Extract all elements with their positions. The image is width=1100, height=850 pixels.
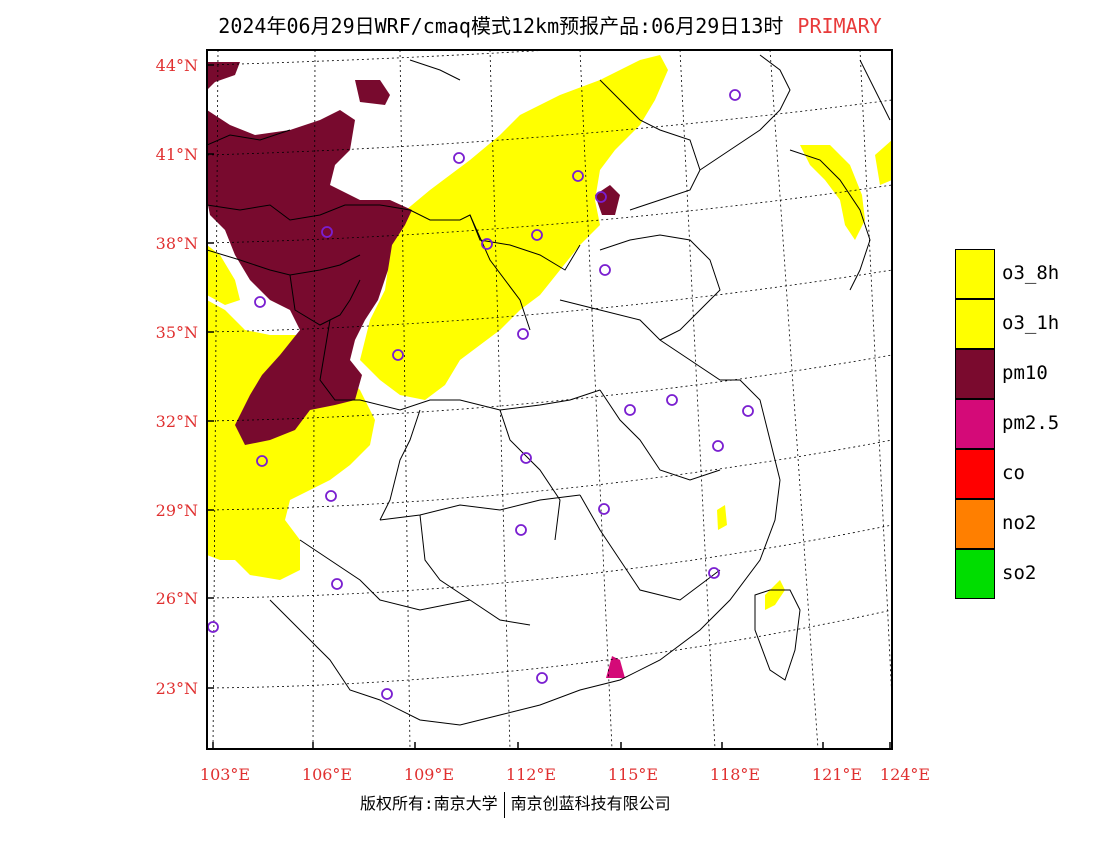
city-marker — [254, 296, 266, 308]
pm10-spot-beijing — [595, 185, 620, 215]
legend-label: so2 — [1002, 562, 1037, 584]
lat-labels: 44°N 41°N 38°N 35°N 32°N 29°N 26°N 23°N — [156, 56, 198, 698]
legend-swatch-o3-1h — [955, 299, 995, 349]
city-marker — [481, 238, 493, 250]
legend-swatch-co — [955, 449, 995, 499]
boundary-lines — [207, 54, 891, 726]
city-marker — [729, 89, 741, 101]
city-marker — [666, 394, 678, 406]
city-marker — [517, 328, 529, 340]
map-title: 2024年06月29日WRF/cmaq模式12km预报产品:06月29日13时 P… — [0, 10, 1100, 39]
city-markers — [207, 89, 754, 700]
city-marker — [712, 440, 724, 452]
copyright-left: 版权所有:南京大学 — [360, 794, 498, 813]
city-marker — [572, 170, 584, 182]
primary-tag: PRIMARY — [797, 14, 882, 38]
lat-label: 38°N — [156, 234, 198, 253]
lon-label: 112°E — [506, 765, 556, 784]
footer-divider — [503, 791, 505, 818]
lon-label: 106°E — [302, 765, 352, 784]
lat-label: 26°N — [156, 589, 198, 608]
lat-label: 35°N — [156, 323, 198, 342]
city-marker — [520, 452, 532, 464]
pm10-region-north-blob — [355, 80, 390, 105]
city-marker — [515, 524, 527, 536]
city-marker — [392, 349, 404, 361]
lon-label: 115°E — [608, 765, 658, 784]
map-frame — [206, 49, 893, 750]
map-content — [207, 50, 892, 749]
legend-swatch-no2 — [955, 499, 995, 549]
lat-label: 41°N — [156, 145, 198, 164]
o3-region-northeast — [800, 145, 865, 240]
city-marker — [742, 405, 754, 417]
lat-label: 44°N — [156, 56, 198, 75]
legend-swatch-o3-8h — [955, 249, 995, 299]
o3-region-fujian — [717, 505, 727, 530]
lat-label: 23°N — [156, 679, 198, 698]
lat-label: 29°N — [156, 501, 198, 520]
city-marker — [708, 567, 720, 579]
legend-swatch-pm25 — [955, 399, 995, 449]
lon-label: 103°E — [200, 765, 250, 784]
legend-label: pm2.5 — [1002, 412, 1060, 434]
lat-label: 32°N — [156, 412, 198, 431]
o3-region-east-edge — [875, 140, 892, 185]
city-marker — [531, 229, 543, 241]
lon-label: 124°E — [880, 765, 930, 784]
pm25-spot-south — [606, 656, 625, 678]
city-marker — [624, 404, 636, 416]
graticule — [207, 50, 892, 749]
copyright-footer: 版权所有:南京大学 南京创蓝科技有限公司 — [360, 790, 671, 818]
city-marker — [325, 490, 337, 502]
o3-region-taiwan — [765, 580, 785, 610]
city-marker — [207, 621, 219, 633]
city-marker — [321, 226, 333, 238]
o3-region-north — [360, 55, 668, 400]
city-marker — [536, 672, 548, 684]
legend-label: o3_8h — [1002, 262, 1060, 284]
lon-ticks — [212, 742, 891, 749]
lon-label: 109°E — [404, 765, 454, 784]
legend-label: o3_1h — [1002, 312, 1060, 334]
title-main: 2024年06月29日WRF/cmaq模式12km预报产品:06月29日13时 — [218, 14, 784, 38]
legend-label: no2 — [1002, 512, 1037, 534]
lat-ticks — [207, 64, 214, 689]
o3-region-west-2 — [207, 245, 240, 305]
city-marker — [331, 578, 343, 590]
lon-label: 118°E — [710, 765, 760, 784]
legend-label: co — [1002, 462, 1025, 484]
city-marker — [453, 152, 465, 164]
city-marker — [595, 191, 607, 203]
city-marker — [598, 503, 610, 515]
legend-swatch-pm10 — [955, 349, 995, 399]
city-marker — [381, 688, 393, 700]
city-marker — [599, 264, 611, 276]
pm10-region-northwest — [207, 110, 412, 445]
legend-swatch-so2 — [955, 549, 995, 599]
copyright-right: 南京创蓝科技有限公司 — [510, 794, 671, 813]
lon-labels: 103°E 106°E 109°E 112°E 115°E 118°E 121°… — [200, 765, 930, 784]
legend-label: pm10 — [1002, 362, 1048, 384]
lon-label: 121°E — [812, 765, 862, 784]
pm10-region-corner — [207, 62, 240, 90]
city-marker — [256, 455, 268, 467]
